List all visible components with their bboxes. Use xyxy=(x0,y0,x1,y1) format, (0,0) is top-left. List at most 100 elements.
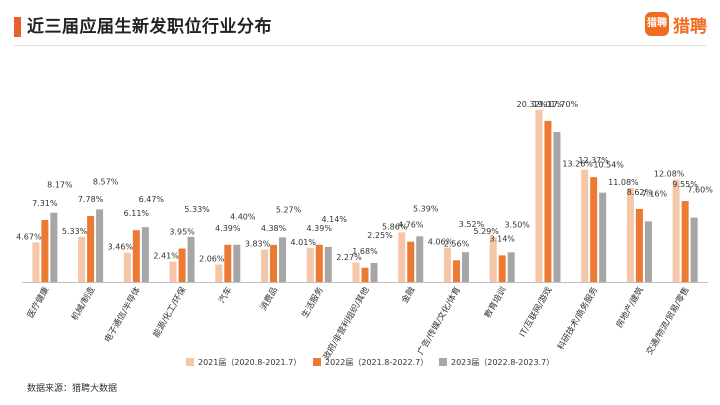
data-label-2-9: 4.76% xyxy=(398,221,424,230)
bar-2-11 xyxy=(498,255,506,282)
bar-1-6 xyxy=(261,249,269,282)
bar-1-15 xyxy=(672,179,680,282)
bar-1-2 xyxy=(78,236,86,282)
category-label-12: IT/互联网/游戏 xyxy=(517,285,555,339)
data-label-3-7: 4.14% xyxy=(322,215,348,224)
page-title: 近三届应届生新发职位行业分布 xyxy=(27,17,272,37)
category-label-10: 广告/传媒/文化/体育 xyxy=(415,285,463,357)
data-label-2-4: 3.95% xyxy=(169,228,195,237)
legend-swatch-2 xyxy=(313,358,321,366)
category-label-6: 消费品 xyxy=(258,285,280,313)
data-label-3-3: 6.47% xyxy=(139,195,165,204)
header-divider xyxy=(14,45,706,46)
data-label-2-6: 4.38% xyxy=(261,224,287,233)
data-label-2-14: 8.62% xyxy=(627,188,653,197)
data-label-3-9: 5.39% xyxy=(413,204,439,213)
data-label-2-7: 4.39% xyxy=(307,224,333,233)
bar-1-8 xyxy=(352,262,360,282)
category-label-14: 房地产/建筑 xyxy=(614,285,646,330)
data-label-2-1: 7.31% xyxy=(32,199,58,208)
bar-3-15 xyxy=(690,217,698,282)
bar-3-2 xyxy=(96,209,104,282)
data-label-3-2: 8.57% xyxy=(93,177,119,186)
data-label-3-10: 3.52% xyxy=(459,220,485,229)
data-label-1-9: 5.86% xyxy=(382,222,408,231)
data-label-1-7: 4.01% xyxy=(291,238,317,247)
data-label-1-2: 5.33% xyxy=(62,227,88,236)
legend-label-3: 2023届（2022.8-2023.7） xyxy=(451,358,554,367)
bar-2-2 xyxy=(87,216,95,282)
bar-3-13 xyxy=(599,192,607,282)
category-label-1: 医疗健康 xyxy=(25,285,52,320)
data-label-2-12: 19.01% xyxy=(533,100,564,109)
bar-1-1 xyxy=(32,242,40,282)
bar-3-7 xyxy=(324,246,332,282)
bar-3-5 xyxy=(233,244,241,282)
data-label-2-15: 9.55% xyxy=(672,180,698,189)
bar-2-4 xyxy=(178,248,186,282)
data-label-1-10: 4.06% xyxy=(428,238,454,247)
category-label-3: 电子通信/半导体 xyxy=(102,285,143,345)
data-label-2-5: 4.39% xyxy=(215,224,241,233)
category-label-15: 交通/物流/贸易/零售 xyxy=(644,285,692,357)
bar-1-3 xyxy=(123,252,131,282)
bar-2-15 xyxy=(681,201,689,282)
bar-2-10 xyxy=(452,260,460,282)
bar-3-11 xyxy=(507,252,515,282)
data-label-1-5: 2.06% xyxy=(199,255,225,264)
data-label-1-3: 3.46% xyxy=(108,243,134,252)
bar-2-5 xyxy=(224,244,232,282)
data-label-3-11: 3.50% xyxy=(504,220,530,229)
bar-2-12 xyxy=(544,120,552,283)
data-label-1-12: 20.32% xyxy=(517,100,548,109)
data-label-1-11: 5.29% xyxy=(473,227,499,236)
data-label-3-6: 5.27% xyxy=(276,205,302,214)
data-label-1-8: 2.27% xyxy=(336,253,362,262)
brand-logo: 猎聘 猎聘 xyxy=(645,11,707,37)
bar-2-13 xyxy=(590,177,598,282)
data-label-3-13: 10.54% xyxy=(593,161,624,170)
data-label-2-10: 2.56% xyxy=(444,239,470,248)
brand-logo-text: 猎聘 xyxy=(673,16,707,37)
category-label-4: 能源/化工/环保 xyxy=(151,285,189,340)
data-label-3-15: 7.60% xyxy=(687,186,713,195)
title-accent-bar xyxy=(14,17,21,37)
bar-3-8 xyxy=(370,262,378,282)
data-label-2-13: 12.37% xyxy=(578,156,609,165)
bar-1-7 xyxy=(306,248,314,282)
bar-2-1 xyxy=(41,220,49,282)
data-label-3-1: 8.17% xyxy=(47,181,73,190)
bar-2-3 xyxy=(132,230,140,282)
category-label-9: 金融 xyxy=(399,285,417,306)
bar-1-9 xyxy=(398,232,406,282)
bar-3-1 xyxy=(50,212,58,282)
data-label-3-4: 5.33% xyxy=(184,205,210,214)
bar-1-11 xyxy=(489,237,497,282)
data-label-1-13: 13.26% xyxy=(562,160,593,169)
bar-3-4 xyxy=(187,236,195,282)
legend-swatch-3 xyxy=(439,358,447,366)
data-label-2-2: 7.78% xyxy=(78,195,104,204)
bar-2-14 xyxy=(635,208,643,282)
bar-1-13 xyxy=(581,169,589,282)
bar-2-7 xyxy=(315,244,323,282)
bar-3-10 xyxy=(461,252,469,282)
category-label-7: 生活服务 xyxy=(299,285,326,320)
bar-3-9 xyxy=(416,236,424,282)
category-label-2: 机械/制造 xyxy=(69,285,97,323)
data-label-3-14: 7.16% xyxy=(642,189,668,198)
brand-logo-icon: 猎聘 xyxy=(645,12,669,36)
data-label-1-14: 11.08% xyxy=(608,178,639,187)
bar-3-3 xyxy=(141,227,149,282)
legend-label-1: 2021届（2020.8-2021.7） xyxy=(198,358,301,367)
data-label-2-3: 6.11% xyxy=(124,209,150,218)
data-source-note: 数据来源：猎聘大数据 xyxy=(27,384,118,394)
bar-1-10 xyxy=(443,247,451,282)
bar-2-8 xyxy=(361,267,369,282)
category-label-8: 政府/非营利组织/其他 xyxy=(321,285,372,362)
bar-3-6 xyxy=(279,237,287,282)
data-label-1-6: 3.83% xyxy=(245,240,271,249)
legend-swatch-1 xyxy=(186,358,194,366)
brand-logo-mark-text: 猎聘 xyxy=(647,18,667,29)
